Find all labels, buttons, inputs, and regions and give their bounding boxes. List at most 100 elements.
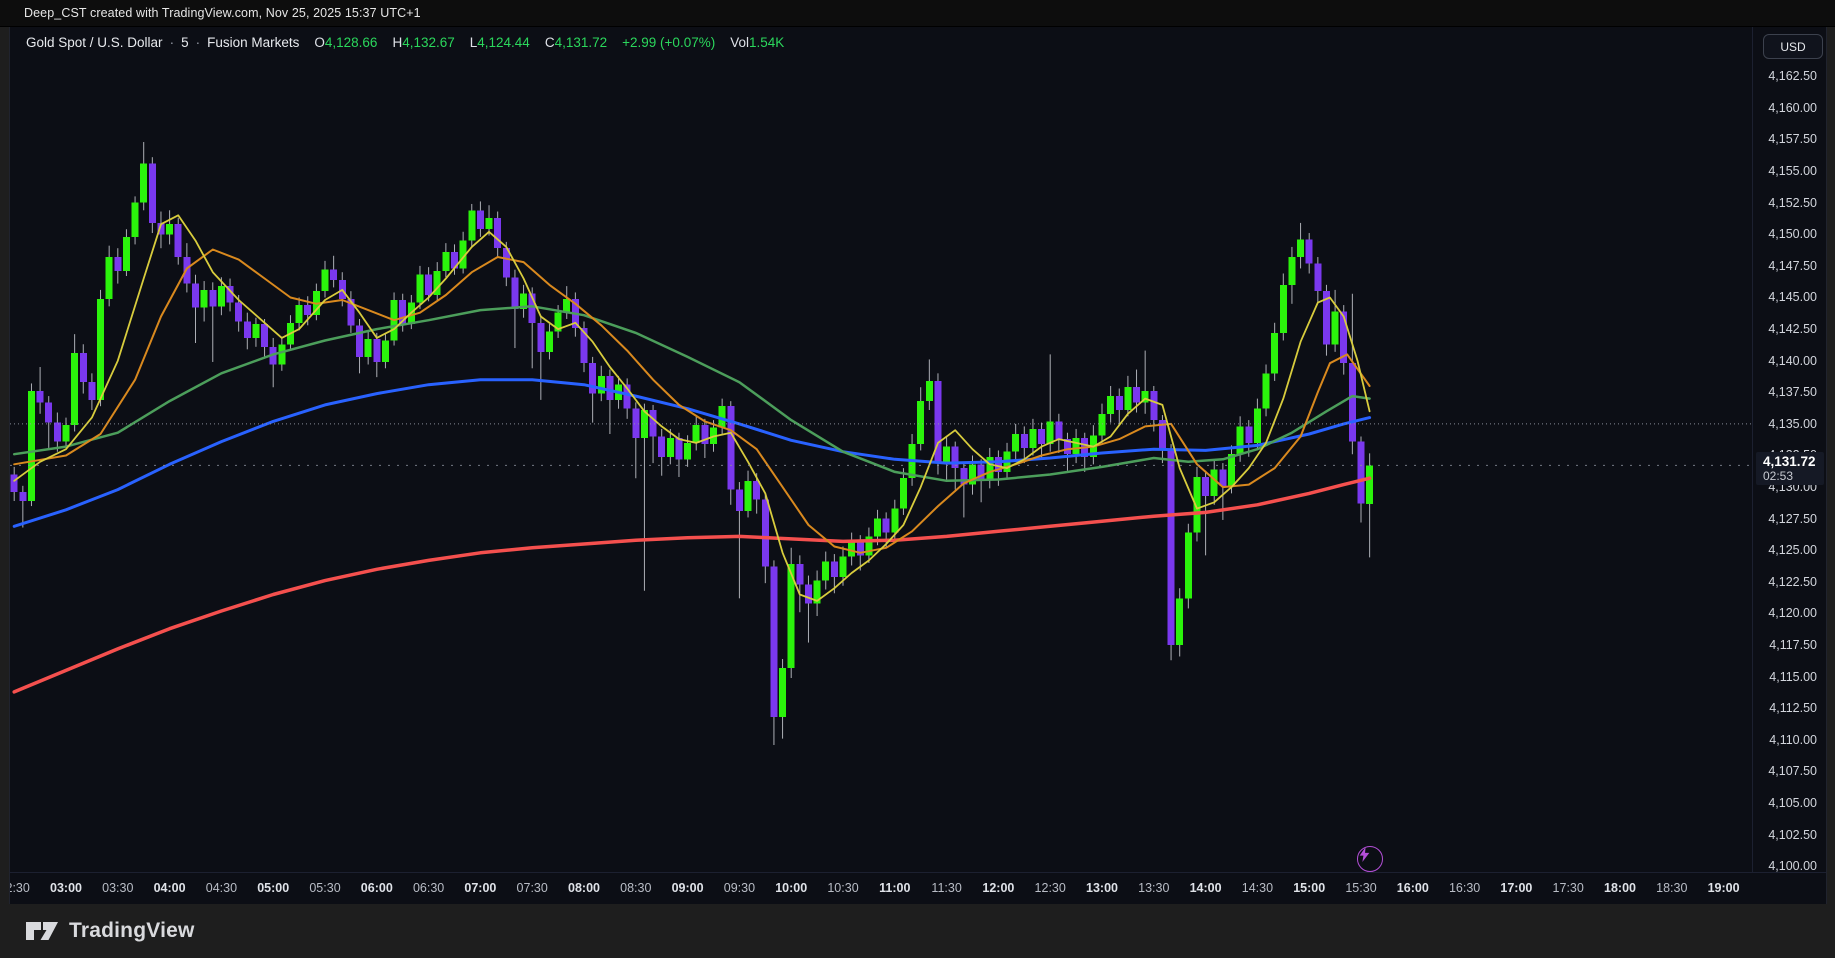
candle-up: [1098, 413, 1106, 436]
price-tick-label: 4,160.00: [1768, 100, 1817, 115]
candle-down: [53, 422, 61, 442]
candle-up: [62, 425, 70, 442]
price-tick-label: 4,145.00: [1768, 290, 1817, 305]
interval-label[interactable]: 5: [181, 35, 189, 50]
candle-down: [994, 456, 1002, 472]
candle-up: [1107, 396, 1115, 414]
candle-up: [520, 293, 528, 309]
candle-up: [468, 210, 476, 241]
price-tick-label: 4,102.50: [1768, 827, 1817, 842]
currency-toggle-button[interactable]: USD: [1763, 34, 1823, 59]
candle-down: [977, 464, 985, 480]
legend-separator: ·: [195, 35, 201, 50]
time-tick-label: 06:30: [412, 881, 445, 895]
candle-up: [1271, 332, 1279, 374]
time-tick-label: 16:00: [1396, 881, 1429, 895]
candle-up: [1331, 311, 1339, 345]
price-tick-label: 4,140.00: [1768, 353, 1817, 368]
candle-up: [822, 561, 830, 581]
candle-down: [1115, 396, 1123, 410]
tradingview-logo[interactable]: TradingView: [24, 916, 195, 946]
candle-up: [166, 224, 174, 235]
candle-up: [545, 331, 553, 352]
ohlc-low: L4,124.44: [469, 35, 530, 50]
candles-layer: [10, 142, 1374, 745]
candle-up: [563, 298, 571, 313]
price-tick-label: 4,127.50: [1768, 511, 1817, 526]
price-tick-label: 4,100.00: [1768, 859, 1817, 874]
candle-up: [416, 274, 424, 303]
candle-down: [494, 217, 502, 249]
time-tick-label: 15:30: [1345, 881, 1377, 895]
ma-green-line: [12, 305, 1371, 483]
candle-up: [969, 464, 976, 485]
candle-down: [882, 518, 890, 533]
candle-up: [381, 340, 389, 362]
candle-down: [1357, 441, 1365, 504]
candle-up: [485, 217, 493, 230]
candle-up: [1046, 421, 1054, 445]
candle-up: [787, 564, 795, 668]
candle-down: [174, 224, 182, 258]
ma-blue-line: [12, 378, 1372, 528]
candle-down: [1340, 311, 1348, 364]
time-tick-label: 19:00: [1707, 881, 1740, 895]
candle-up: [1253, 408, 1261, 443]
symbol-legend: Gold Spot / U.S. Dollar · 5 · Fusion Mar…: [26, 35, 784, 50]
candle-up: [813, 580, 821, 604]
legend-separator: ·: [169, 35, 175, 50]
candle-down: [330, 269, 338, 280]
candle-up: [1279, 284, 1287, 333]
price-tick-label: 4,117.50: [1769, 638, 1817, 653]
footer-bar: TradingView: [0, 904, 1835, 958]
candle-up: [1236, 426, 1244, 455]
time-tick-label: 05:30: [309, 881, 341, 895]
candle-down: [425, 274, 433, 295]
time-tick-label: 12:00: [982, 881, 1015, 895]
ohlc-close: C4,131.72: [544, 35, 608, 50]
candlestick-chart: [10, 142, 1752, 745]
candle-up: [684, 442, 692, 460]
time-tick-label: 17:30: [1552, 881, 1584, 895]
lightning-bolt-icon: [1359, 847, 1369, 862]
candle-up: [666, 437, 674, 457]
candle-down: [88, 382, 96, 400]
price-tick-label: 4,125.00: [1768, 543, 1817, 558]
candle-down: [192, 283, 199, 308]
candle-up: [1184, 532, 1192, 599]
ma-yellow-fast-line: [13, 214, 1371, 602]
price-tick-label: 4,107.50: [1768, 764, 1817, 779]
candle-up: [295, 305, 303, 323]
volume-readout: Vol1.54K: [730, 35, 785, 50]
price-axis[interactable]: USD 4,131.72 02:53 4,162.50 4,160.00 4,157…: [1752, 27, 1826, 874]
price-tick-label: 4,112.50: [1769, 701, 1817, 716]
candle-down: [537, 322, 545, 352]
symbol-title[interactable]: Gold Spot / U.S. Dollar: [26, 35, 163, 50]
time-tick-label: 14:30: [1241, 881, 1274, 895]
candle-up: [1012, 434, 1020, 452]
candle-down: [1245, 426, 1253, 443]
candle-up: [943, 446, 951, 464]
time-tick-label: 13:30: [1138, 881, 1170, 895]
candle-down: [502, 248, 510, 278]
time-axis[interactable]: 02:30 03:00 03:30 04:00 04:30 05:00 05:30 06:00…: [10, 872, 1826, 904]
time-tick-label: 02:30: [10, 881, 30, 895]
quick-trade-lightning-button[interactable]: [1356, 846, 1383, 872]
candle-up: [71, 353, 79, 426]
candle-up: [217, 286, 225, 307]
time-tick-label: 11:00: [879, 881, 911, 895]
price-tick-label: 4,110.00: [1769, 732, 1817, 747]
candle-down: [209, 289, 217, 307]
candle-down: [373, 339, 381, 362]
chart-plot-area[interactable]: Gold Spot / U.S. Dollar · 5 · Fusion Mar…: [10, 27, 1752, 872]
candle-up: [97, 298, 105, 400]
candle-up: [364, 339, 372, 357]
price-tick-label: 4,105.00: [1768, 796, 1817, 811]
candle-up: [925, 380, 933, 402]
candle-down: [1063, 439, 1071, 455]
candle-down: [19, 492, 27, 501]
price-tick-label: 4,152.50: [1768, 195, 1817, 210]
candle-down: [511, 277, 519, 309]
candle-down: [1150, 391, 1158, 421]
candle-up: [692, 425, 700, 443]
